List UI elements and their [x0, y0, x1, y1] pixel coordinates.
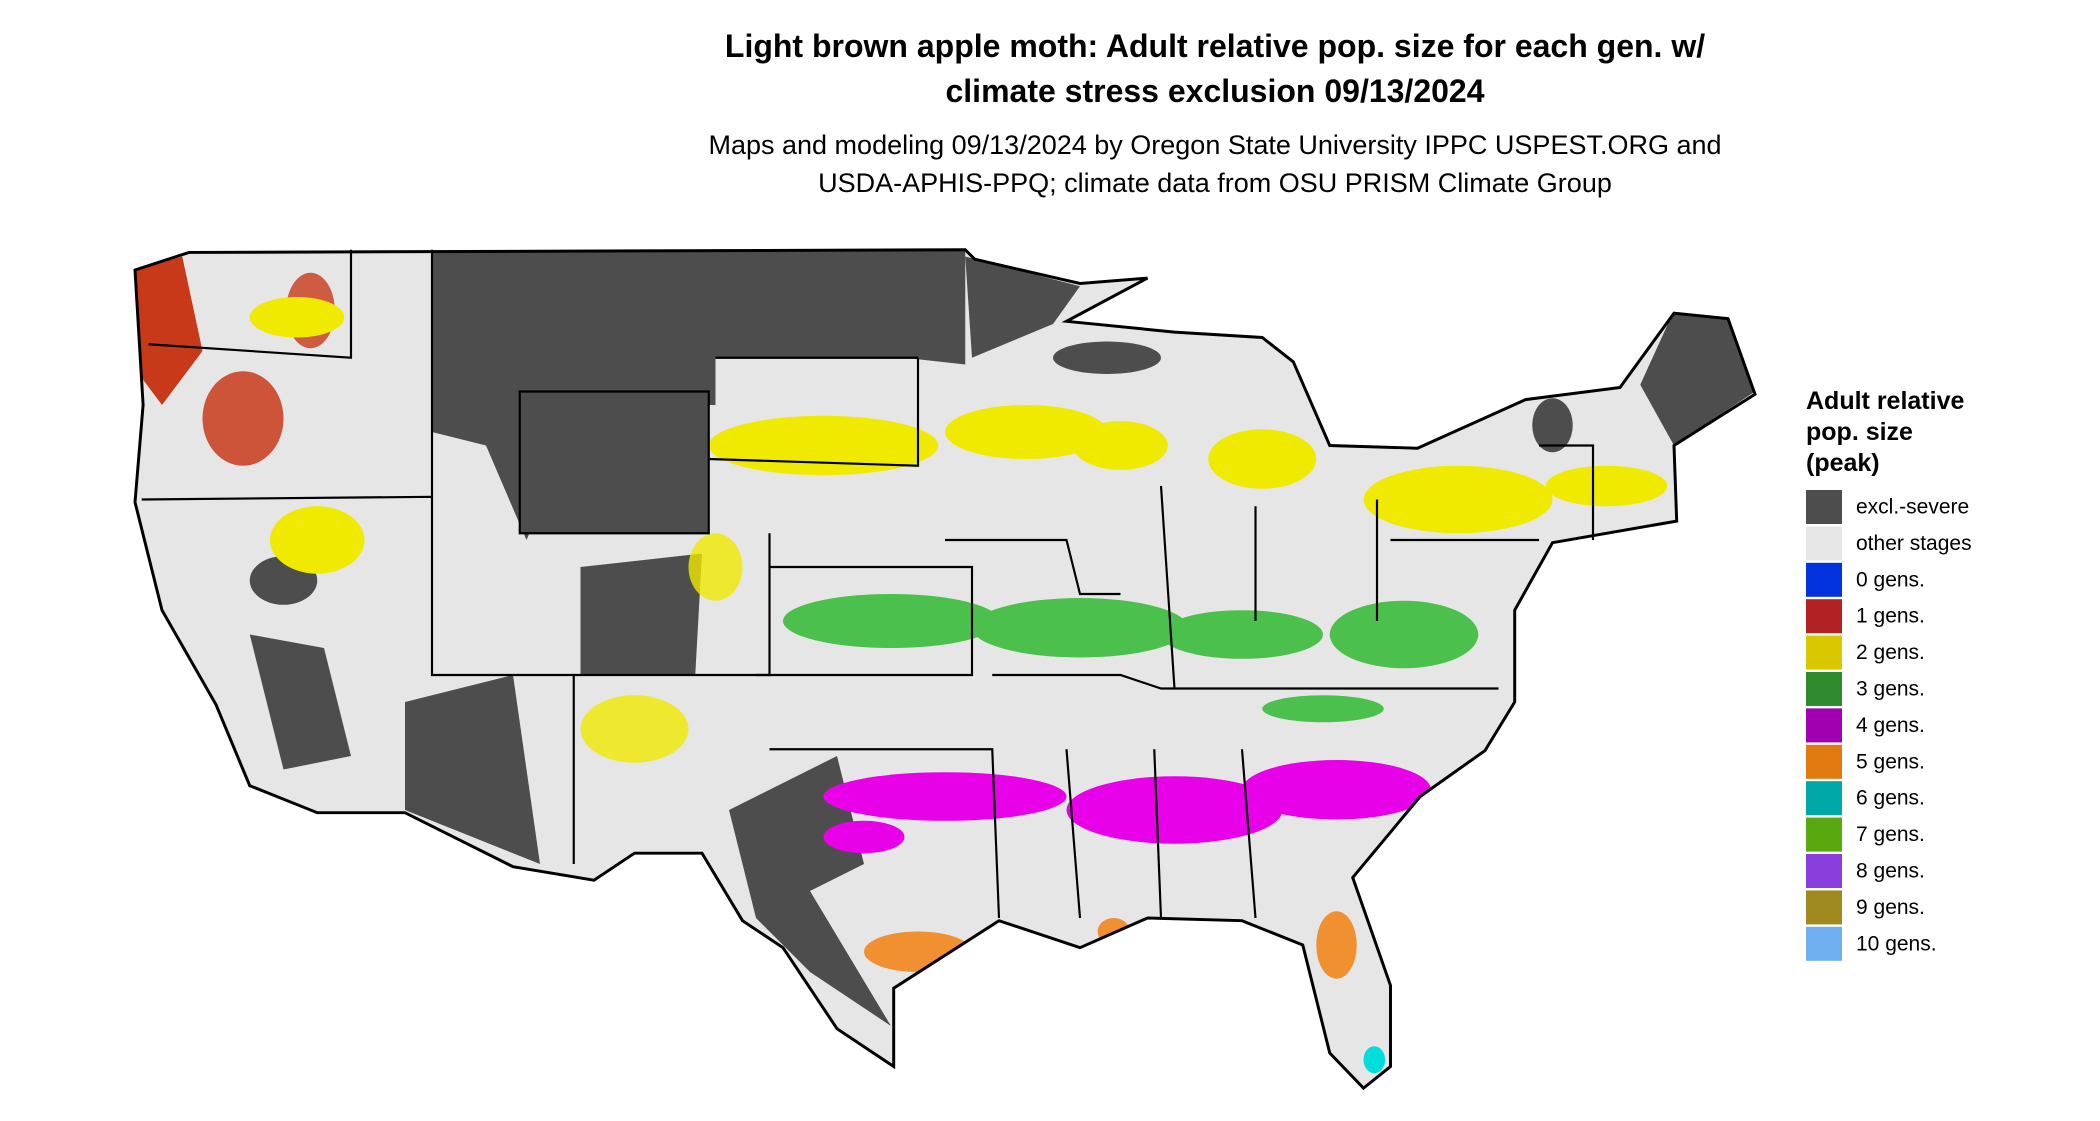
- header: Light brown apple moth: Adult relative p…: [708, 28, 1721, 198]
- legend-swatch: [1806, 562, 1842, 597]
- legend-label: 3 gens.: [1856, 678, 1925, 701]
- legend-label: 2 gens.: [1856, 641, 1925, 664]
- subtitle-line: USDA-APHIS-PPQ; climate data from OSU PR…: [818, 168, 1612, 198]
- legend-label: 0 gens.: [1856, 568, 1925, 591]
- legend-label: 4 gens.: [1856, 714, 1925, 737]
- legend-swatch: [1806, 672, 1842, 706]
- legend-label: 8 gens.: [1856, 860, 1925, 883]
- legend-swatch: [1806, 890, 1842, 925]
- legend-label: 6 gens.: [1856, 787, 1925, 810]
- legend-swatch: [1806, 744, 1842, 779]
- legend-title: Adult relative: [1806, 387, 1964, 415]
- legend-title: pop. size: [1806, 418, 1913, 446]
- land: [135, 249, 1755, 1089]
- legend-swatch: [1806, 781, 1842, 816]
- legend-label: 7 gens.: [1856, 823, 1925, 846]
- legend-swatch: [1806, 926, 1842, 961]
- legend-swatch: [1806, 635, 1842, 670]
- title-line: Light brown apple moth: Adult relative p…: [725, 28, 1705, 64]
- legend-title: (peak): [1806, 449, 1880, 477]
- legend-label: other stages: [1856, 532, 1972, 555]
- legend-swatch: [1806, 854, 1842, 888]
- legend-label: 10 gens.: [1856, 932, 1937, 955]
- map: [133, 248, 1757, 1090]
- state-lines: [141, 249, 1595, 919]
- legend-swatch: [1806, 599, 1842, 634]
- legend-label: 1 gens.: [1856, 605, 1925, 628]
- legend-swatch: [1806, 490, 1842, 524]
- legend: Adult relative pop. size (peak) excl.-sever…: [1806, 387, 1972, 961]
- title-line: climate stress exclusion 09/13/2024: [945, 73, 1484, 109]
- legend-label: excl.-severe: [1856, 496, 1969, 519]
- legend-swatch: [1806, 526, 1842, 561]
- legend-swatch: [1806, 708, 1842, 743]
- subtitle-line: Maps and modeling 09/13/2024 by Oregon S…: [708, 130, 1721, 160]
- legend-label: 5 gens.: [1856, 750, 1925, 773]
- legend-swatch: [1806, 817, 1842, 852]
- legend-label: 9 gens.: [1856, 896, 1925, 919]
